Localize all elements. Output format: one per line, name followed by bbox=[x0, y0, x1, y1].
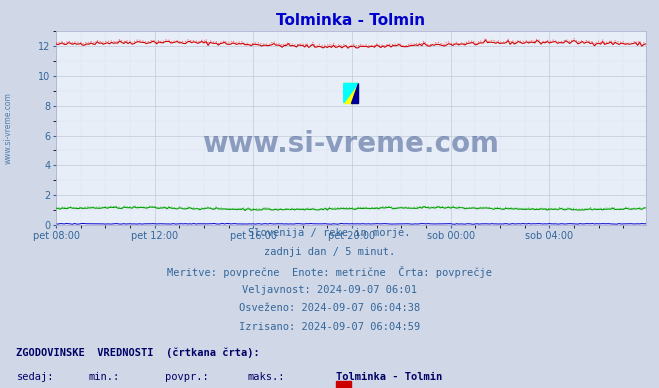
Text: Izrisano: 2024-09-07 06:04:59: Izrisano: 2024-09-07 06:04:59 bbox=[239, 322, 420, 332]
Text: ZGODOVINSKE  VREDNOSTI  (črtkana črta):: ZGODOVINSKE VREDNOSTI (črtkana črta): bbox=[16, 347, 260, 358]
Text: Meritve: povprečne  Enote: metrične  Črta: povprečje: Meritve: povprečne Enote: metrične Črta:… bbox=[167, 266, 492, 278]
Polygon shape bbox=[351, 83, 358, 103]
Text: maks.:: maks.: bbox=[247, 372, 285, 382]
Text: sedaj:: sedaj: bbox=[16, 372, 54, 382]
Text: Tolminka - Tolmin: Tolminka - Tolmin bbox=[336, 372, 442, 382]
Text: www.si-vreme.com: www.si-vreme.com bbox=[202, 130, 500, 158]
Polygon shape bbox=[344, 83, 358, 103]
Text: Osveženo: 2024-09-07 06:04:38: Osveženo: 2024-09-07 06:04:38 bbox=[239, 303, 420, 313]
Text: www.si-vreme.com: www.si-vreme.com bbox=[4, 92, 13, 164]
Text: Slovenija / reke in morje.: Slovenija / reke in morje. bbox=[248, 228, 411, 238]
Bar bbox=[336, 381, 351, 388]
Text: zadnji dan / 5 minut.: zadnji dan / 5 minut. bbox=[264, 247, 395, 257]
Title: Tolminka - Tolmin: Tolminka - Tolmin bbox=[276, 14, 426, 28]
Text: min.:: min.: bbox=[89, 372, 120, 382]
Bar bbox=[344, 83, 358, 103]
Text: povpr.:: povpr.: bbox=[165, 372, 208, 382]
Text: Veljavnost: 2024-09-07 06:01: Veljavnost: 2024-09-07 06:01 bbox=[242, 284, 417, 294]
